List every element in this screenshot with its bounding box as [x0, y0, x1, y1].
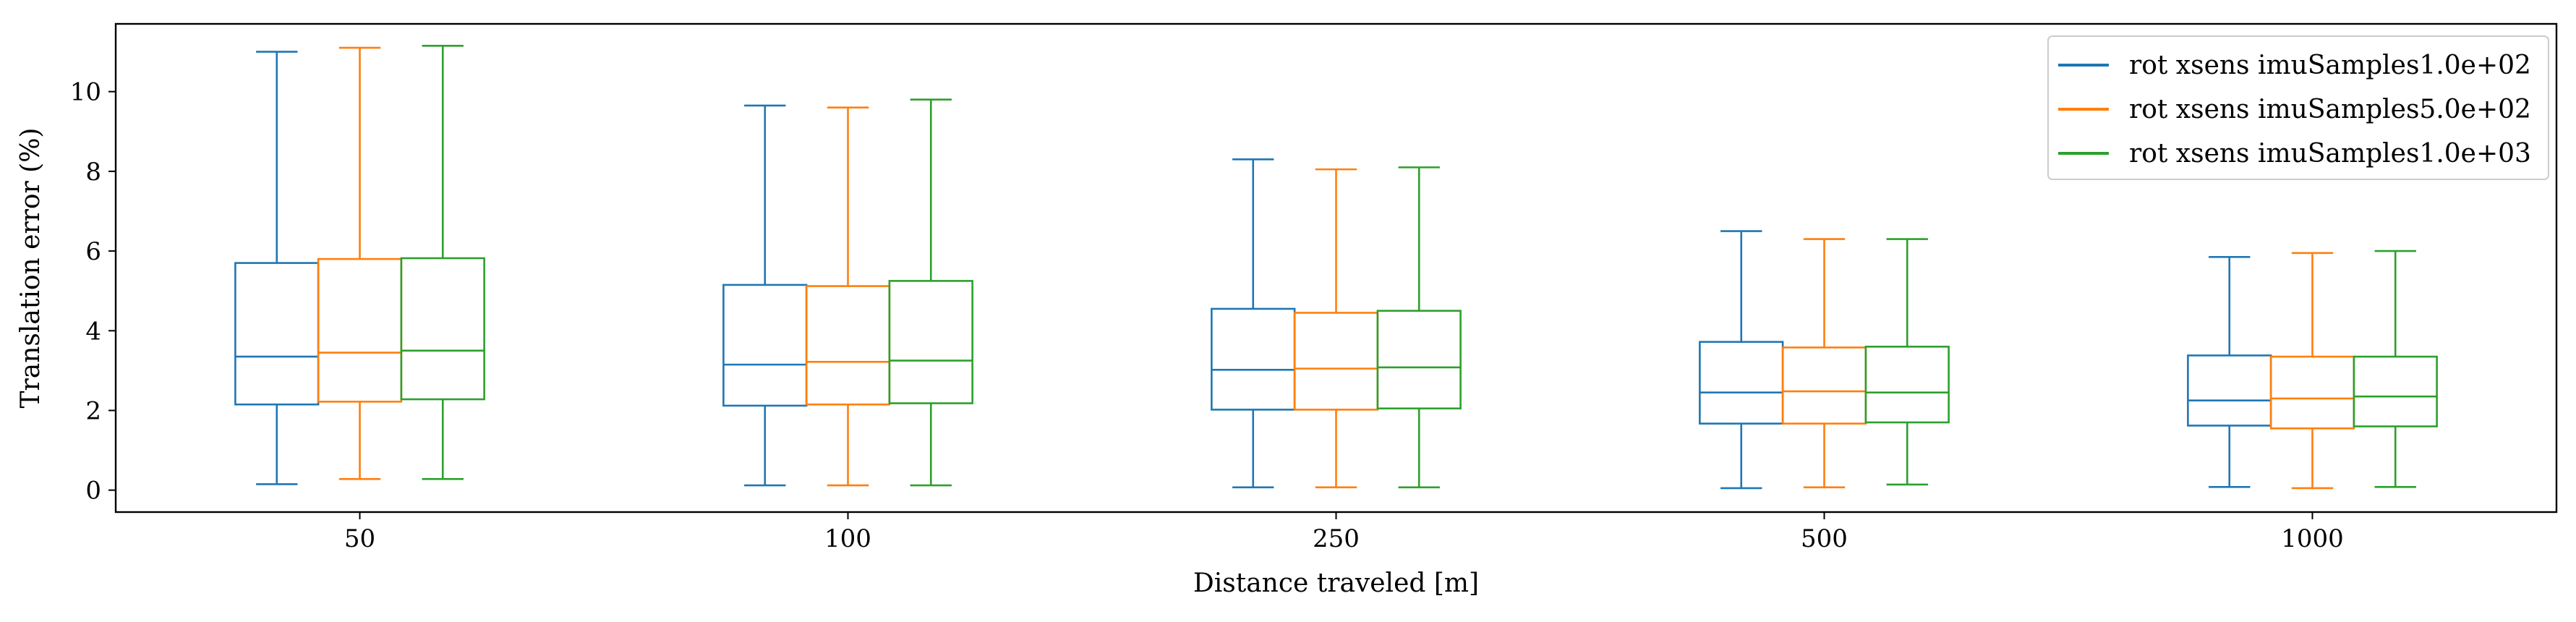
- x-axis-label: Distance traveled [m]: [1193, 568, 1479, 598]
- x-tick-label: 100: [824, 524, 871, 553]
- box: [888, 280, 973, 404]
- legend: rot xsens imuSamples1.0e+02 rot xsens imu…: [2047, 35, 2549, 180]
- legend-frame: [2047, 35, 2549, 180]
- y-axis-label: Translation error (%): [16, 128, 46, 409]
- y-tick-label: 8: [85, 158, 101, 187]
- box: [805, 285, 891, 406]
- x-tick-label: 250: [1313, 524, 1360, 553]
- box: [722, 284, 808, 407]
- box: [1293, 312, 1379, 411]
- series-group: [234, 51, 2272, 490]
- y-tick-label: 4: [85, 317, 101, 346]
- y-tick-label: 2: [85, 396, 101, 425]
- legend-label: rot xsens imuSamples1.0e+03: [2129, 139, 2531, 169]
- box: [1781, 346, 1867, 425]
- y-axis-ticks: 0 2 4 6 8 10: [70, 78, 116, 506]
- y-tick-label: 10: [70, 78, 101, 107]
- box: [1864, 346, 1950, 424]
- x-tick-label: 500: [1801, 524, 1848, 553]
- box: [2187, 354, 2272, 427]
- box: [234, 262, 320, 406]
- box: [2353, 355, 2438, 427]
- legend-label: rot xsens imuSamples5.0e+02: [2129, 95, 2531, 124]
- box: [1376, 310, 1462, 410]
- box: [317, 257, 403, 403]
- y-tick-label: 6: [85, 237, 101, 266]
- x-tick-label: 50: [344, 524, 375, 553]
- legend-label: rot xsens imuSamples1.0e+02: [2129, 51, 2531, 80]
- y-tick-label: 0: [85, 477, 101, 506]
- box: [400, 257, 485, 401]
- series-group: [400, 45, 2438, 489]
- x-axis-ticks: 50 100 250 500 1000: [344, 512, 2344, 553]
- box: [1211, 307, 1296, 411]
- box: [2269, 355, 2355, 430]
- box: [1699, 341, 1784, 425]
- boxes-layer: [234, 45, 2438, 490]
- x-tick-label: 1000: [2281, 524, 2344, 553]
